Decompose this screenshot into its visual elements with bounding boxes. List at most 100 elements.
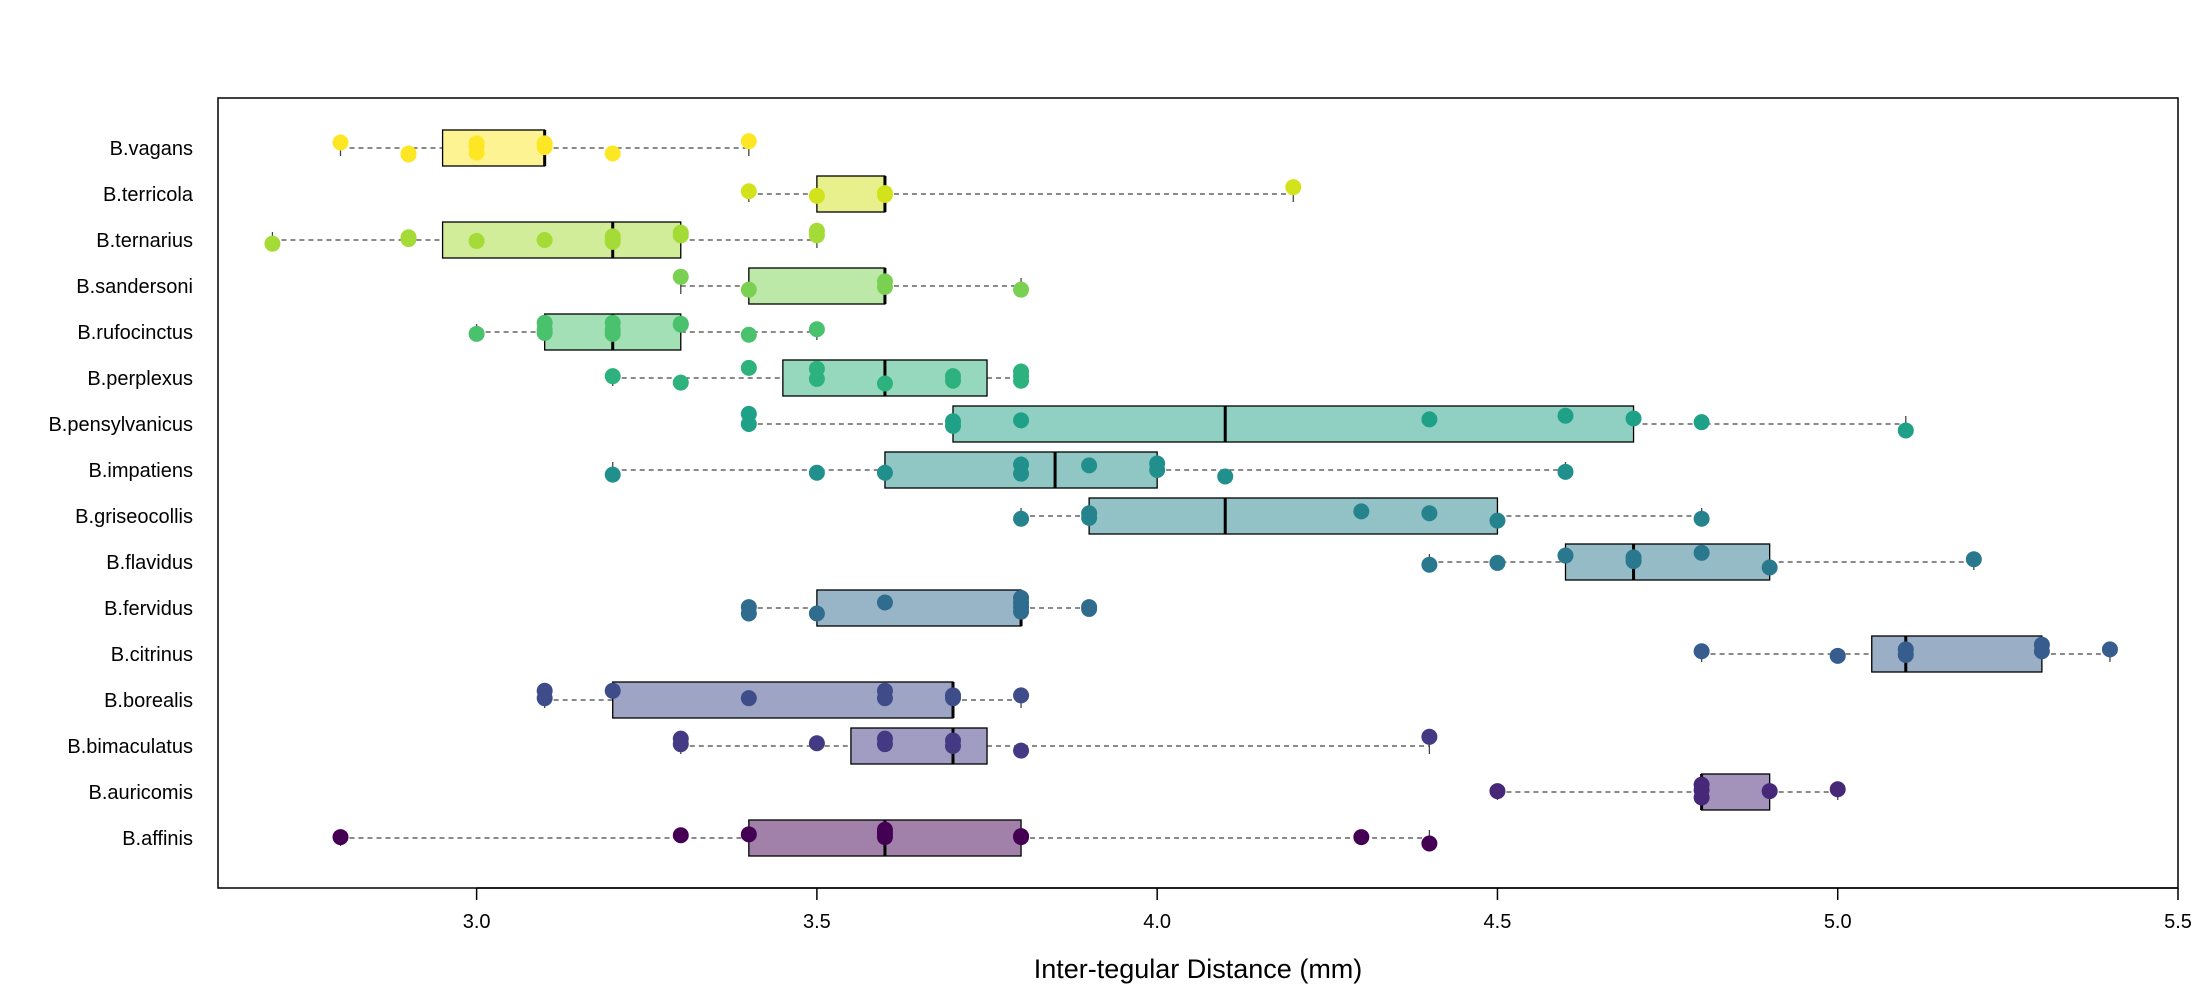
data-point bbox=[1421, 835, 1438, 852]
series-b-borealis bbox=[544, 681, 1022, 719]
data-point bbox=[536, 324, 553, 341]
data-point bbox=[945, 690, 961, 707]
data-point bbox=[1693, 789, 1710, 806]
data-point bbox=[1421, 505, 1438, 522]
series-b-bimaculatus bbox=[680, 727, 1431, 765]
data-point bbox=[604, 325, 621, 342]
data-point bbox=[1489, 512, 1506, 529]
data-point bbox=[808, 605, 825, 622]
box-iqr bbox=[1564, 543, 1771, 581]
x-axis-title: Inter-tegular Distance (mm) bbox=[1034, 954, 1363, 984]
box-iqr bbox=[952, 405, 1635, 443]
category-label: B.terricola bbox=[103, 184, 194, 206]
data-point bbox=[264, 235, 281, 252]
data-point bbox=[536, 232, 553, 248]
series-b-rufocinctus bbox=[475, 313, 818, 351]
data-point bbox=[740, 281, 757, 298]
data-point bbox=[1013, 465, 1030, 482]
box-iqr bbox=[1700, 773, 1771, 811]
data-point bbox=[945, 738, 961, 754]
data-point bbox=[1013, 742, 1030, 759]
data-point bbox=[672, 374, 689, 391]
data-point bbox=[1081, 509, 1098, 526]
category-label: B.rufocinctus bbox=[77, 322, 193, 344]
data-point bbox=[604, 466, 621, 483]
data-point bbox=[876, 829, 893, 846]
category-label: B.sandersoni bbox=[76, 276, 193, 298]
box-iqr bbox=[441, 129, 546, 167]
data-point bbox=[808, 187, 825, 204]
boxes-layer bbox=[271, 129, 2111, 857]
data-point bbox=[808, 227, 825, 244]
box-iqr bbox=[1871, 635, 2043, 673]
data-point bbox=[808, 464, 825, 481]
data-point bbox=[1557, 407, 1574, 424]
data-point bbox=[945, 372, 961, 389]
data-point bbox=[400, 146, 417, 163]
category-label: B.affinis bbox=[122, 828, 193, 850]
category-label: B.auricomis bbox=[89, 782, 193, 804]
data-point bbox=[740, 359, 757, 376]
data-point bbox=[1625, 410, 1642, 427]
series-b-fervidus bbox=[748, 589, 1090, 627]
data-point bbox=[672, 827, 689, 844]
data-point bbox=[1829, 647, 1846, 664]
data-point bbox=[604, 682, 621, 699]
data-point bbox=[876, 736, 893, 753]
data-point bbox=[1693, 544, 1710, 561]
box-iqr bbox=[816, 589, 1022, 627]
data-point bbox=[604, 145, 621, 162]
data-point bbox=[1965, 551, 1982, 568]
data-point bbox=[2101, 641, 2118, 658]
data-point bbox=[740, 826, 757, 843]
x-tick-label: 5.5 bbox=[2164, 911, 2192, 933]
data-point bbox=[604, 368, 621, 385]
category-label: B.flavidus bbox=[106, 552, 193, 574]
category-label: B.pensylvanicus bbox=[48, 414, 193, 436]
category-label: B.perplexus bbox=[87, 368, 193, 390]
category-label: B.impatiens bbox=[89, 460, 194, 482]
data-point bbox=[1149, 462, 1166, 478]
data-point bbox=[332, 829, 349, 846]
series-b-pensylvanicus bbox=[748, 405, 1907, 443]
data-point bbox=[332, 134, 349, 151]
data-point bbox=[1897, 646, 1914, 663]
series-b-terricola bbox=[748, 175, 1294, 213]
data-point bbox=[740, 133, 757, 150]
data-point bbox=[536, 135, 553, 152]
data-point bbox=[672, 736, 689, 753]
x-tick-label: 4.5 bbox=[1484, 911, 1512, 933]
data-point bbox=[1013, 829, 1030, 846]
data-point bbox=[876, 375, 893, 392]
series-b-vagans bbox=[339, 129, 750, 167]
data-point bbox=[1829, 781, 1846, 798]
data-point bbox=[1693, 510, 1710, 527]
data-point bbox=[808, 370, 825, 387]
data-point bbox=[1625, 553, 1642, 570]
data-point bbox=[1353, 503, 1370, 520]
data-point bbox=[1421, 411, 1438, 428]
plot-frame bbox=[217, 97, 2179, 889]
data-point bbox=[1013, 281, 1030, 298]
data-point bbox=[1353, 829, 1370, 846]
data-point bbox=[1013, 603, 1030, 620]
data-point bbox=[1693, 643, 1710, 660]
data-point bbox=[1489, 783, 1506, 800]
box-iqr bbox=[748, 267, 886, 305]
data-point bbox=[740, 605, 757, 622]
data-point bbox=[1013, 687, 1030, 704]
data-point bbox=[1421, 556, 1438, 573]
category-label: B.fervidus bbox=[104, 598, 193, 620]
data-point bbox=[876, 594, 893, 611]
data-point bbox=[945, 417, 961, 434]
data-point bbox=[808, 735, 825, 752]
data-point bbox=[1897, 422, 1914, 439]
data-point bbox=[740, 690, 757, 707]
data-point bbox=[1557, 463, 1574, 480]
data-point bbox=[740, 326, 757, 343]
data-point bbox=[876, 690, 893, 707]
data-point bbox=[400, 231, 417, 248]
data-point bbox=[672, 268, 689, 285]
category-label: B.vagans bbox=[110, 138, 193, 160]
